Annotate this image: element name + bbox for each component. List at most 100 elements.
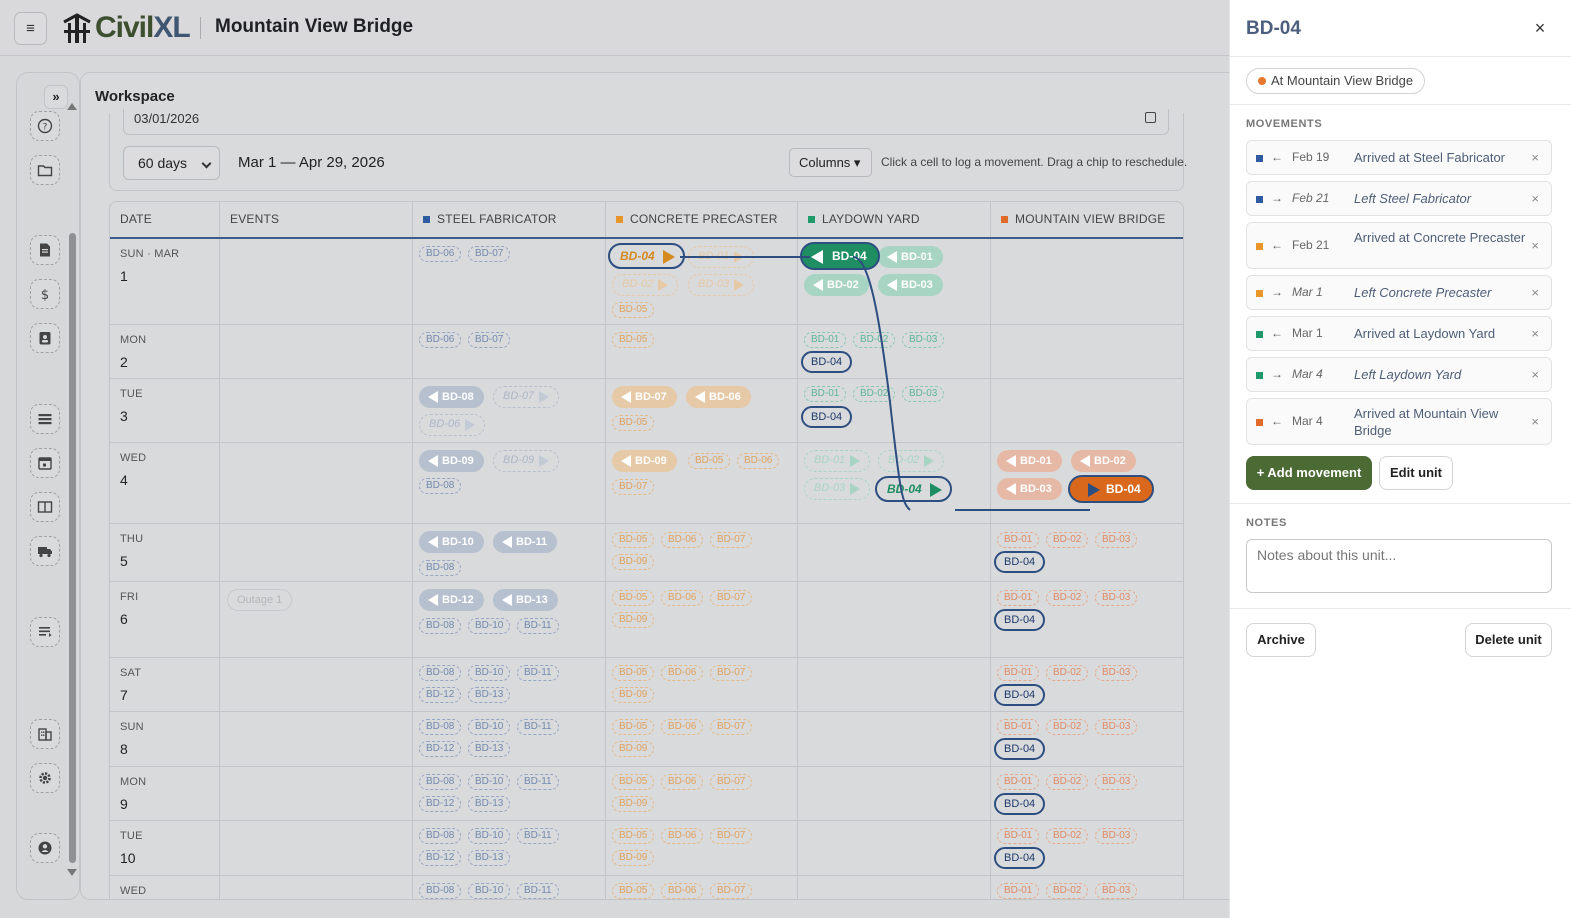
unit-chip[interactable]: BD-11: [493, 531, 558, 553]
concrete-cell[interactable]: BD-05 BD-06 BD-07: [606, 876, 798, 899]
unit-chip[interactable]: BD-05: [612, 332, 655, 348]
unit-chip[interactable]: BD-07: [710, 665, 753, 681]
notes-textarea[interactable]: Notes about this unit...: [1246, 539, 1552, 593]
list-icon[interactable]: [30, 404, 60, 434]
unit-chip[interactable]: BD-09: [612, 687, 655, 703]
align-icon[interactable]: [30, 617, 60, 647]
bridge-cell[interactable]: BD-01 BD-02 BD-03 BD-04: [991, 712, 1183, 766]
selected-unit-chip[interactable]: BD-04: [994, 738, 1046, 760]
concrete-cell[interactable]: BD-01 BD-02 BD-03 BD-05 BD-04: [606, 239, 798, 324]
document-icon[interactable]: [30, 235, 60, 265]
archive-button[interactable]: Archive: [1246, 623, 1316, 657]
unit-chip[interactable]: BD-11: [517, 828, 559, 844]
unit-chip[interactable]: BD-01: [997, 719, 1040, 735]
bridge-cell[interactable]: BD-01 BD-02 BD-03 BD-04: [991, 524, 1183, 581]
bridge-cell[interactable]: BD-01 BD-02 BD-03 BD-04: [991, 582, 1183, 657]
edit-unit-button[interactable]: Edit unit: [1379, 456, 1453, 490]
selected-unit-chip[interactable]: BD-04: [994, 847, 1046, 869]
unit-chip[interactable]: BD-07: [710, 828, 753, 844]
folder-icon[interactable]: [30, 155, 60, 185]
unit-chip[interactable]: BD-01: [997, 883, 1040, 899]
unit-chip[interactable]: BD-05: [612, 665, 655, 681]
concrete-cell[interactable]: BD-05 BD-06 BD-07 BD-09: [606, 712, 798, 766]
unit-chip[interactable]: BD-13: [468, 850, 511, 866]
unit-chip[interactable]: BD-01: [688, 246, 755, 268]
laydown-cell[interactable]: [798, 767, 991, 820]
unit-chip[interactable]: BD-02: [1046, 590, 1089, 606]
unit-chip[interactable]: BD-05: [612, 302, 655, 318]
laydown-cell[interactable]: [798, 658, 991, 711]
unit-chip[interactable]: BD-01: [878, 246, 943, 268]
unit-chip[interactable]: BD-10: [468, 883, 511, 899]
bridge-cell[interactable]: BD-01 BD-02 BD-03 BD-04: [991, 658, 1183, 711]
unit-chip[interactable]: BD-06: [661, 532, 704, 548]
user-icon[interactable]: [30, 833, 60, 863]
unit-chip[interactable]: BD-02: [853, 332, 896, 348]
events-cell[interactable]: [220, 524, 413, 581]
steel-cell[interactable]: BD-06 BD-07: [413, 239, 606, 324]
unit-chip[interactable]: BD-10: [468, 719, 511, 735]
concrete-cell[interactable]: BD-09 BD-05 BD-06 BD-07: [606, 443, 798, 523]
col-header-concrete-precaster[interactable]: CONCRETE PRECASTER: [606, 202, 798, 237]
movement-item[interactable]: ← Feb 19 Arrived at Steel Fabricator ×: [1246, 140, 1552, 175]
unit-chip[interactable]: BD-05: [612, 774, 655, 790]
unit-chip[interactable]: BD-07: [468, 246, 511, 262]
unit-chip[interactable]: BD-01: [804, 332, 847, 348]
unit-chip[interactable]: BD-08: [419, 478, 462, 494]
col-header-steel-fabricator[interactable]: STEEL FABRICATOR: [413, 202, 606, 237]
steel-cell[interactable]: BD-08 BD-10 BD-11 BD-12 BD-13: [413, 712, 606, 766]
unit-chip[interactable]: BD-03: [997, 478, 1062, 500]
unit-chip[interactable]: BD-09: [612, 612, 655, 628]
help-icon[interactable]: ?: [30, 111, 60, 141]
unit-chip[interactable]: BD-01: [804, 450, 871, 472]
selected-unit-chip-arrival[interactable]: BD-04: [800, 242, 880, 270]
days-select[interactable]: 60 days: [123, 146, 220, 180]
unit-chip[interactable]: BD-07: [710, 719, 753, 735]
unit-chip[interactable]: BD-03: [688, 274, 755, 296]
remove-movement-icon[interactable]: ×: [1531, 238, 1539, 253]
unit-chip[interactable]: BD-03: [878, 274, 943, 296]
movement-item[interactable]: → Feb 21 Left Steel Fabricator ×: [1246, 181, 1552, 216]
gear-icon[interactable]: [30, 763, 60, 793]
laydown-cell[interactable]: [798, 712, 991, 766]
unit-chip[interactable]: BD-03: [902, 332, 945, 348]
unit-chip[interactable]: BD-06: [419, 414, 486, 436]
unit-chip[interactable]: BD-01: [997, 450, 1062, 472]
unit-chip[interactable]: BD-07: [710, 532, 753, 548]
concrete-cell[interactable]: BD-05 BD-06 BD-07 BD-09: [606, 524, 798, 581]
unit-chip[interactable]: BD-07: [493, 386, 560, 408]
unit-chip[interactable]: BD-08: [419, 883, 462, 899]
bridge-cell[interactable]: [991, 239, 1183, 324]
unit-chip[interactable]: BD-02: [853, 386, 896, 402]
unit-chip[interactable]: BD-02: [612, 274, 679, 296]
movement-item[interactable]: ← Mar 1 Arrived at Laydown Yard ×: [1246, 316, 1552, 351]
events-cell[interactable]: [220, 712, 413, 766]
unit-chip[interactable]: BD-05: [612, 415, 655, 431]
selected-unit-chip[interactable]: BD-04: [801, 406, 853, 428]
scroll-down-arrow[interactable]: [67, 869, 77, 876]
unit-chip[interactable]: BD-13: [468, 687, 511, 703]
selected-unit-chip[interactable]: BD-04: [994, 793, 1046, 815]
concrete-cell[interactable]: BD-05 BD-06 BD-07 BD-09: [606, 767, 798, 820]
unit-chip[interactable]: BD-07: [612, 479, 655, 495]
laydown-cell[interactable]: [798, 821, 991, 875]
remove-movement-icon[interactable]: ×: [1531, 285, 1539, 300]
unit-chip[interactable]: BD-13: [468, 741, 511, 757]
unit-chip[interactable]: BD-02: [804, 274, 869, 296]
unit-chip[interactable]: BD-06: [686, 386, 751, 408]
unit-chip[interactable]: BD-06: [661, 719, 704, 735]
scrollbar-thumb[interactable]: [69, 233, 76, 863]
unit-chip[interactable]: BD-11: [517, 665, 559, 681]
unit-chip[interactable]: BD-03: [1095, 828, 1138, 844]
badge-icon[interactable]: [30, 323, 60, 353]
unit-chip[interactable]: BD-13: [468, 796, 511, 812]
unit-chip[interactable]: BD-05: [612, 590, 655, 606]
remove-movement-icon[interactable]: ×: [1531, 150, 1539, 165]
unit-chip[interactable]: BD-01: [804, 386, 847, 402]
truck-icon[interactable]: [30, 536, 60, 566]
unit-chip[interactable]: BD-05: [612, 719, 655, 735]
unit-chip[interactable]: BD-09: [493, 450, 560, 472]
unit-chip[interactable]: BD-03: [902, 386, 945, 402]
events-cell[interactable]: [220, 821, 413, 875]
unit-chip[interactable]: BD-11: [517, 774, 559, 790]
